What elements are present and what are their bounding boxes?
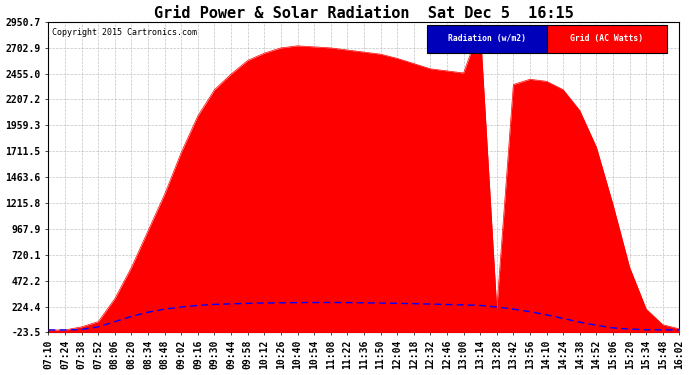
FancyBboxPatch shape — [427, 25, 547, 53]
Text: Copyright 2015 Cartronics.com: Copyright 2015 Cartronics.com — [52, 28, 197, 37]
Title: Grid Power & Solar Radiation  Sat Dec 5  16:15: Grid Power & Solar Radiation Sat Dec 5 1… — [154, 6, 574, 21]
Text: Radiation (w/m2): Radiation (w/m2) — [448, 34, 526, 43]
Text: Grid (AC Watts): Grid (AC Watts) — [571, 34, 644, 43]
FancyBboxPatch shape — [547, 25, 667, 53]
